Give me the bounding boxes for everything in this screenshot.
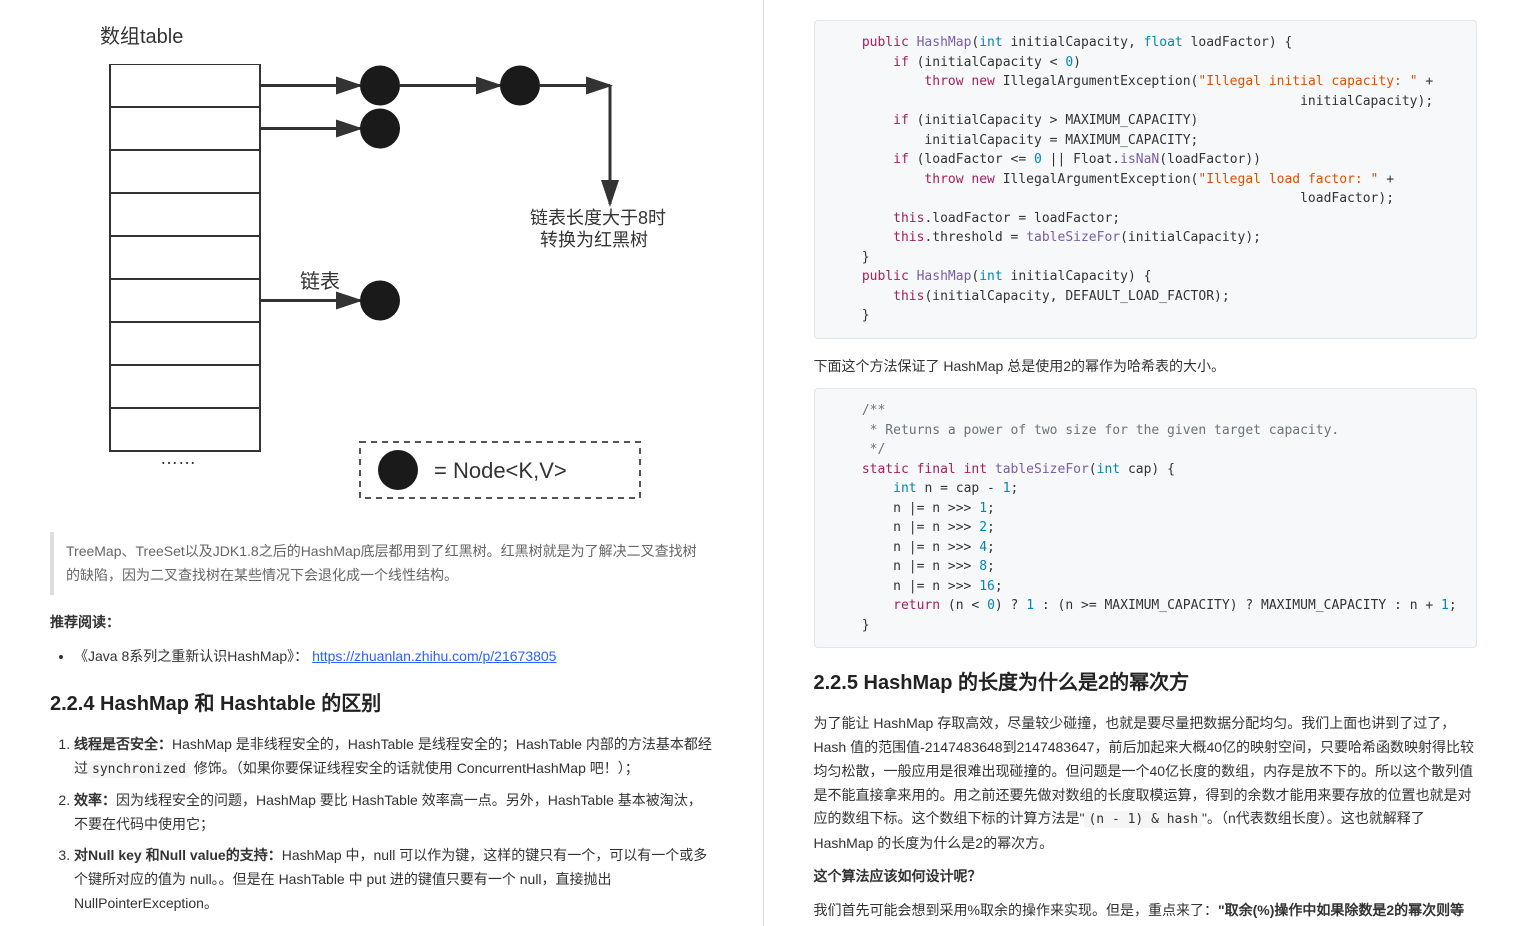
list-item: 线程是否安全：HashMap 是非线程安全的，HashTable 是线程安全的；… [74,733,713,781]
section-225-heading: 2.2.5 HashMap 的长度为什么是2的幂次方 [814,666,1478,700]
list-item: 效率：因为线程安全的问题，HashMap 要比 HashTable 效率高一点。… [74,789,713,837]
zhihu-link[interactable]: https://zhuanlan.zhihu.com/p/21673805 [312,648,556,664]
p1-code: (n - 1) & hash [1084,811,1202,828]
diagram-svg: 链表 链表长度大于8时 转换为红黑树 …… = Node<K,V> [50,64,670,504]
left-column: 数组table 链表 链表长度大于8时 转换为红黑树 …… = Node<K,V… [0,0,764,926]
section-224-list: 线程是否安全：HashMap 是非线程安全的，HashTable 是线程安全的；… [50,733,713,926]
right-column: public HashMap(int initialCapacity, floa… [764,0,1527,926]
legend-text: = Node<K,V> [434,458,567,483]
section-225-subheading: 这个算法应该如何设计呢？ [814,865,1478,889]
subheading-text: 这个算法应该如何设计呢？ [814,868,982,884]
ellipsis-label: …… [160,448,196,468]
recommend-link-item: 《Java 8系列之重新认识HashMap》： https://zhuanlan… [74,645,713,669]
quote-block: TreeMap、TreeSet以及JDK1.8之后的HashMap底层都用到了红… [50,532,713,596]
hashmap-diagram: 数组table 链表 链表长度大于8时 转换为红黑树 …… = Node<K,V… [50,20,713,512]
tree-label-1: 链表长度大于8时 [530,208,666,228]
code-block-constructor: public HashMap(int initialCapacity, floa… [814,20,1478,339]
diagram-title: 数组table [100,20,713,54]
code-block-tablesizefor: /** * Returns a power of two size for th… [814,388,1478,648]
bullet-label: 《Java 8系列之重新认识HashMap》： [74,648,308,664]
section-225-p2: 我们首先可能会想到采用%取余的操作来实现。但是，重点来了："取余(%)操作中如果… [814,899,1478,926]
p2-pre: 我们首先可能会想到采用%取余的操作来实现。但是，重点来了： [814,902,1218,918]
recommend-label: 推荐阅读： [50,611,713,635]
section-225-p1: 为了能让 HashMap 存取高效，尽量较少碰撞，也就是要尽量把数据分配均匀。我… [814,712,1478,855]
linked-list-label: 链表 [300,270,340,293]
list-item: 对Null key 和Null value的支持：HashMap 中，null … [74,844,713,915]
tree-label-2: 转换为红黑树 [540,230,648,250]
section-224-heading: 2.2.4 HashMap 和 Hashtable 的区别 [50,687,713,721]
legend-node-icon [378,450,418,490]
mid-text: 下面这个方法保证了 HashMap 总是使用2的幂作为哈希表的大小。 [814,355,1478,379]
recommend-label-text: 推荐阅读： [50,614,120,630]
